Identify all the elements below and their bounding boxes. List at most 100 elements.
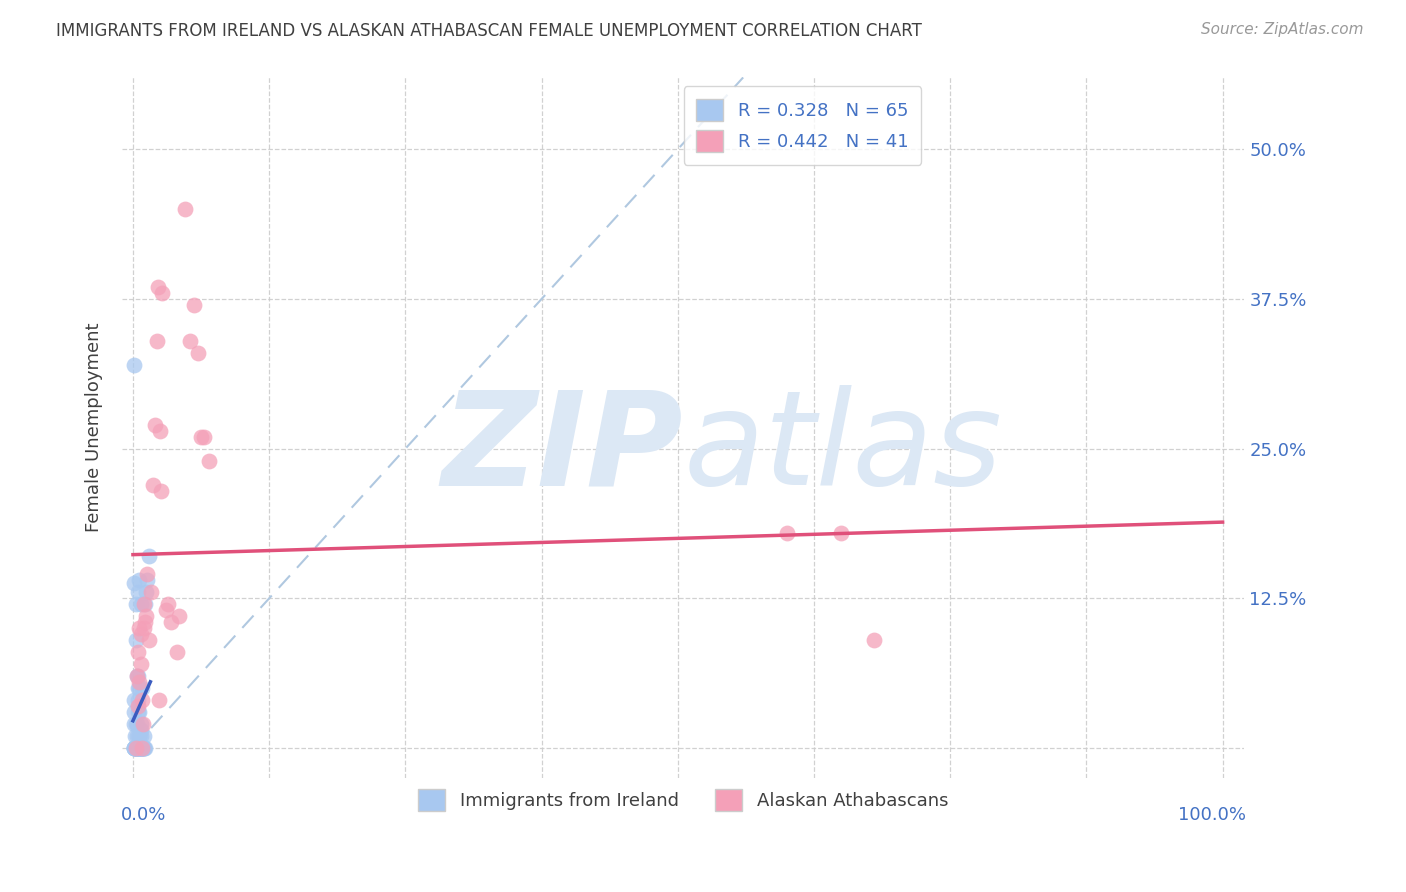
Point bbox=[127, 729, 149, 743]
Point bbox=[136, 567, 159, 582]
Point bbox=[150, 483, 173, 498]
Text: 0.0%: 0.0% bbox=[121, 806, 166, 824]
Point bbox=[134, 598, 156, 612]
Point bbox=[183, 298, 205, 312]
Point bbox=[146, 280, 169, 294]
Point bbox=[149, 424, 172, 438]
Point bbox=[128, 675, 150, 690]
Point bbox=[125, 633, 148, 648]
Point bbox=[129, 741, 152, 756]
Point bbox=[127, 741, 149, 756]
Point bbox=[143, 417, 166, 432]
Point bbox=[122, 693, 145, 707]
Point bbox=[122, 741, 145, 756]
Point bbox=[128, 741, 150, 756]
Point bbox=[129, 657, 152, 672]
Y-axis label: Female Unemployment: Female Unemployment bbox=[86, 323, 103, 533]
Point bbox=[863, 633, 886, 648]
Point bbox=[127, 741, 149, 756]
Point bbox=[128, 705, 150, 719]
Point bbox=[167, 609, 190, 624]
Text: ZIP: ZIP bbox=[441, 385, 683, 512]
Point bbox=[122, 741, 145, 756]
Point bbox=[132, 621, 155, 635]
Point bbox=[135, 609, 157, 624]
Point bbox=[142, 477, 165, 491]
Point bbox=[122, 705, 145, 719]
Point bbox=[129, 598, 152, 612]
Point bbox=[127, 741, 149, 756]
Point bbox=[141, 585, 163, 599]
Point bbox=[128, 621, 150, 635]
Text: 100.0%: 100.0% bbox=[1178, 806, 1246, 824]
Point bbox=[132, 741, 155, 756]
Point bbox=[127, 741, 149, 756]
Point bbox=[190, 430, 212, 444]
Point bbox=[131, 681, 153, 696]
Point bbox=[136, 574, 159, 588]
Point bbox=[127, 645, 149, 659]
Point bbox=[129, 741, 152, 756]
Point bbox=[122, 741, 145, 756]
Point bbox=[131, 741, 153, 756]
Point bbox=[127, 705, 149, 719]
Point bbox=[138, 549, 160, 564]
Point bbox=[128, 681, 150, 696]
Point bbox=[124, 729, 146, 743]
Point bbox=[179, 334, 201, 348]
Point bbox=[124, 741, 146, 756]
Point bbox=[131, 741, 153, 756]
Point bbox=[127, 669, 149, 683]
Point bbox=[125, 741, 148, 756]
Point bbox=[127, 717, 149, 731]
Point bbox=[135, 585, 157, 599]
Point bbox=[125, 741, 148, 756]
Point bbox=[131, 693, 153, 707]
Point bbox=[129, 723, 152, 738]
Point bbox=[127, 741, 149, 756]
Point bbox=[131, 741, 153, 756]
Point bbox=[124, 741, 146, 756]
Point bbox=[174, 202, 197, 216]
Point bbox=[124, 741, 146, 756]
Point bbox=[150, 285, 173, 300]
Point bbox=[127, 669, 149, 683]
Point bbox=[134, 615, 156, 630]
Point bbox=[129, 627, 152, 641]
Point bbox=[127, 699, 149, 714]
Point bbox=[830, 525, 852, 540]
Point bbox=[128, 574, 150, 588]
Point bbox=[128, 741, 150, 756]
Point bbox=[127, 741, 149, 756]
Point bbox=[127, 585, 149, 599]
Point bbox=[166, 645, 188, 659]
Point bbox=[128, 741, 150, 756]
Text: IMMIGRANTS FROM IRELAND VS ALASKAN ATHABASCAN FEMALE UNEMPLOYMENT CORRELATION CH: IMMIGRANTS FROM IRELAND VS ALASKAN ATHAB… bbox=[56, 22, 922, 40]
Point bbox=[129, 729, 152, 743]
Point bbox=[125, 741, 148, 756]
Point bbox=[146, 334, 169, 348]
Point bbox=[127, 681, 149, 696]
Point bbox=[125, 598, 148, 612]
Point bbox=[122, 575, 145, 590]
Text: Source: ZipAtlas.com: Source: ZipAtlas.com bbox=[1201, 22, 1364, 37]
Point bbox=[128, 741, 150, 756]
Point bbox=[156, 598, 179, 612]
Text: atlas: atlas bbox=[683, 385, 1002, 512]
Point bbox=[129, 741, 152, 756]
Point bbox=[776, 525, 799, 540]
Point bbox=[160, 615, 183, 630]
Point bbox=[122, 717, 145, 731]
Point bbox=[155, 603, 177, 617]
Point bbox=[132, 598, 155, 612]
Point bbox=[132, 717, 155, 731]
Point bbox=[138, 633, 160, 648]
Point bbox=[122, 358, 145, 372]
Point bbox=[128, 729, 150, 743]
Point bbox=[187, 346, 209, 360]
Point bbox=[127, 693, 149, 707]
Point bbox=[132, 729, 155, 743]
Point bbox=[132, 741, 155, 756]
Legend: Immigrants from Ireland, Alaskan Athabascans: Immigrants from Ireland, Alaskan Athabas… bbox=[411, 781, 955, 818]
Point bbox=[198, 453, 221, 467]
